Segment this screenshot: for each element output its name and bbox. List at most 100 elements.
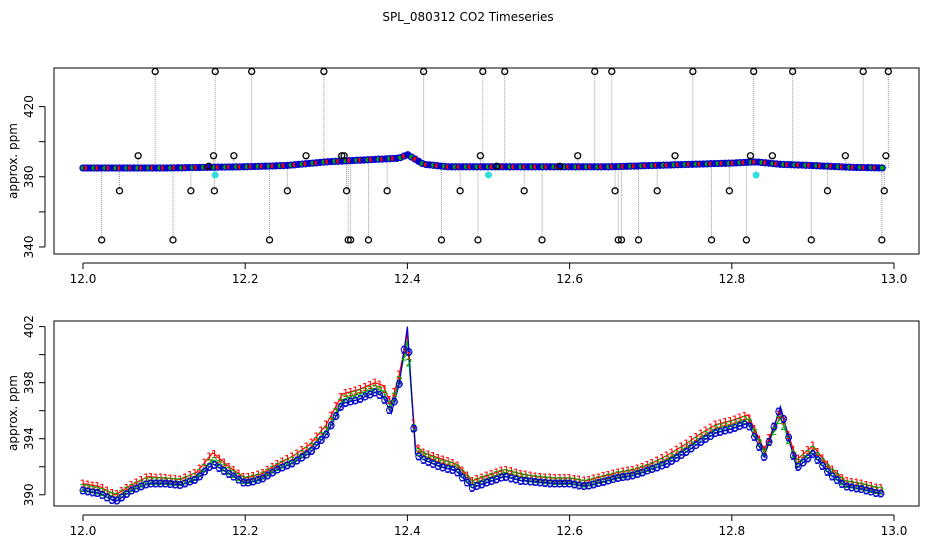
series-marker: 2 (479, 474, 486, 487)
series-circle (765, 438, 773, 446)
series-marker: 2 (420, 450, 427, 463)
series-marker: 1 (693, 431, 700, 444)
y-axis-top: 340 380 420 (22, 95, 46, 258)
x-tick-label-top: 13.0 (881, 272, 908, 286)
series-circle (84, 487, 92, 495)
series-marker: 1 (829, 464, 836, 477)
series-marker: 1 (420, 447, 427, 460)
series-circle (546, 479, 554, 487)
series-circle (716, 428, 724, 436)
outlier-point (807, 236, 815, 244)
guide-lines-top (101, 71, 889, 240)
series-circle (746, 423, 754, 431)
series-marker: 2 (517, 471, 524, 484)
series-marker: 3 (255, 474, 262, 487)
series-circle (862, 486, 870, 494)
series-marker: 1 (605, 469, 612, 482)
series-marker: 1 (294, 447, 301, 460)
series-circle (201, 468, 209, 476)
series-marker: 3 (337, 401, 344, 414)
series-marker: 2 (712, 423, 719, 436)
series-marker: 2 (590, 476, 597, 489)
series-marker: 3 (668, 455, 675, 468)
series-marker: 1 (162, 472, 169, 485)
series-circle (824, 468, 831, 476)
series-marker: 1 (556, 472, 563, 485)
series-marker: 1 (167, 473, 174, 486)
series-marker: 2 (571, 476, 578, 489)
series-marker: 3 (464, 477, 471, 490)
outlier-point (689, 67, 697, 76)
series-marker: 3 (625, 470, 632, 483)
series-marker: 3 (449, 464, 456, 477)
series-circle (498, 474, 505, 482)
series-circle (794, 463, 802, 471)
series-marker: 3 (274, 464, 281, 477)
series-marker: 2 (561, 475, 568, 488)
series-circle (556, 480, 564, 488)
series-circle (142, 480, 150, 488)
series-circle (653, 463, 661, 471)
series-circle (191, 476, 199, 484)
outlier-point (788, 67, 797, 76)
series-circle (444, 465, 452, 473)
series-marker: 1 (848, 476, 855, 489)
series-marker: 2 (736, 416, 743, 429)
series-marker: 3 (104, 492, 111, 505)
series-marker: 1 (381, 383, 388, 396)
y-tick-label-bottom: 390 (22, 483, 36, 506)
series-circle (317, 436, 325, 444)
series-circle (123, 490, 131, 498)
series-marker: 1 (187, 469, 194, 482)
series-circle (459, 474, 466, 482)
plot-frame-bottom (53, 320, 920, 507)
series-circle (755, 443, 763, 451)
series-marker: 3 (347, 396, 354, 409)
series-marker: 2 (406, 357, 413, 370)
series-marker: 1 (157, 472, 164, 485)
series-marker: 3 (148, 478, 155, 491)
series-marker: 3 (177, 479, 184, 492)
series-circle (220, 467, 228, 475)
series-markers-bottom: 1111111111111111111111111111111111111111… (79, 344, 885, 508)
outlier-point (614, 236, 622, 244)
series-marker: 1 (479, 471, 486, 484)
series-marker: 1 (133, 477, 140, 490)
series-marker: 2 (459, 468, 466, 481)
series-marker: 3 (503, 471, 510, 484)
series-marker: 1 (586, 474, 593, 487)
series-marker: 1 (328, 410, 335, 423)
series-line (82, 333, 878, 496)
series-marker: 1 (84, 478, 91, 491)
series-marker: 3 (352, 394, 359, 407)
series-circle (337, 403, 345, 411)
outlier-point (538, 236, 546, 244)
series-circle (478, 480, 486, 488)
series-marker: 2 (323, 424, 330, 437)
series-marker: 1 (610, 468, 617, 481)
series-marker: 1 (581, 475, 588, 488)
series-line (82, 340, 878, 499)
outlier-point (169, 236, 177, 244)
series-marker: 3 (469, 482, 476, 495)
series-marker: 2 (766, 436, 773, 449)
series-marker: 1 (235, 468, 242, 481)
series-marker: 2 (264, 467, 271, 480)
series-marker: 2 (274, 461, 281, 474)
series-marker: 1 (508, 465, 515, 478)
series-marker: 2 (240, 474, 247, 487)
series-marker: 1 (401, 344, 408, 357)
series-marker: 3 (542, 477, 549, 490)
series-marker: 3 (240, 477, 247, 490)
series-marker: 2 (391, 391, 398, 404)
series-circle (254, 476, 262, 484)
series-marker: 3 (80, 485, 87, 498)
series-marker: 1 (191, 467, 198, 480)
series-marker: 2 (673, 448, 680, 461)
series-circle (259, 474, 267, 482)
series-circle (322, 431, 330, 438)
series-marker: 1 (532, 470, 539, 483)
series-circle (415, 452, 423, 460)
series-circle (240, 479, 248, 487)
series-marker: 1 (221, 457, 228, 470)
